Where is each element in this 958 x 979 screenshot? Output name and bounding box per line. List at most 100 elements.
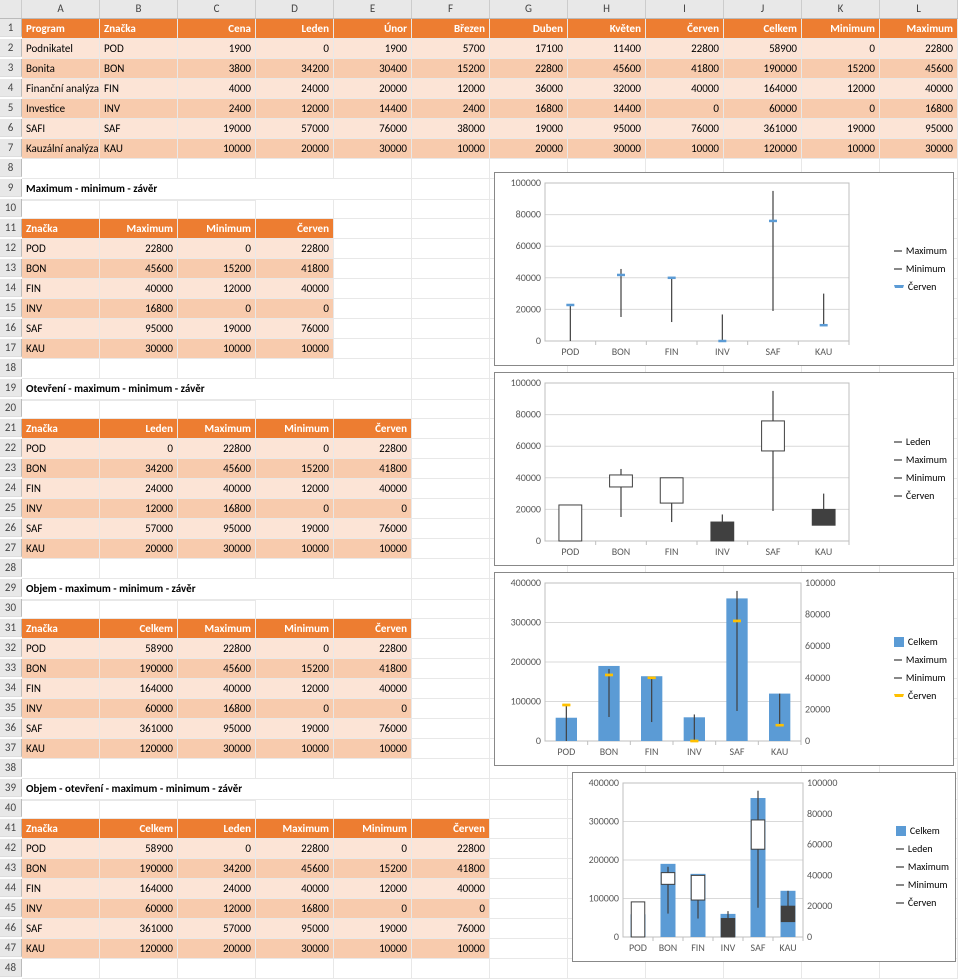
row-header-24[interactable]: 24 bbox=[0, 479, 22, 497]
cell-F28[interactable] bbox=[412, 559, 490, 579]
cell-A38[interactable] bbox=[22, 759, 100, 779]
cell-D31[interactable]: Minimum bbox=[256, 619, 334, 639]
cell-F40[interactable] bbox=[412, 799, 490, 819]
cell-B31[interactable]: Celkem bbox=[100, 619, 178, 639]
cell-D11[interactable]: Červen bbox=[256, 219, 334, 239]
row-header-5[interactable]: 5 bbox=[0, 99, 22, 117]
cell-C31[interactable]: Maximum bbox=[178, 619, 256, 639]
cell-A33[interactable]: BON bbox=[22, 659, 100, 679]
cell-E25[interactable]: 0 bbox=[334, 499, 412, 519]
cell-D27[interactable]: 10000 bbox=[256, 539, 334, 559]
cell-K3[interactable]: 15200 bbox=[802, 59, 880, 79]
cell-C38[interactable] bbox=[178, 759, 256, 779]
cell-A1[interactable]: Program bbox=[22, 19, 100, 39]
cell-D28[interactable] bbox=[256, 559, 334, 579]
cell-F42[interactable]: 22800 bbox=[412, 839, 490, 859]
cell-F36[interactable] bbox=[412, 719, 490, 739]
row-header-10[interactable]: 10 bbox=[0, 199, 22, 217]
cell-E14[interactable] bbox=[334, 279, 412, 299]
cell-F8[interactable] bbox=[412, 159, 490, 179]
cell-C14[interactable]: 12000 bbox=[178, 279, 256, 299]
cell-F32[interactable] bbox=[412, 639, 490, 659]
cell-F24[interactable] bbox=[412, 479, 490, 499]
row-header-32[interactable]: 32 bbox=[0, 639, 22, 657]
cell-D10[interactable] bbox=[256, 199, 334, 219]
cell-B47[interactable]: 120000 bbox=[100, 939, 178, 959]
cell-I7[interactable]: 10000 bbox=[646, 139, 724, 159]
cell-D48[interactable] bbox=[256, 959, 334, 979]
cell-K5[interactable]: 0 bbox=[802, 99, 880, 119]
row-header-33[interactable]: 33 bbox=[0, 659, 22, 677]
cell-B7[interactable]: KAU bbox=[100, 139, 178, 159]
cell-B8[interactable] bbox=[100, 159, 178, 179]
cell-B10[interactable] bbox=[100, 199, 178, 219]
cell-E16[interactable] bbox=[334, 319, 412, 339]
cell-A40[interactable] bbox=[22, 799, 100, 819]
row-header-27[interactable]: 27 bbox=[0, 539, 22, 557]
cell-E7[interactable]: 30000 bbox=[334, 139, 412, 159]
row-header-47[interactable]: 47 bbox=[0, 939, 22, 957]
col-header-G[interactable]: G bbox=[490, 0, 568, 18]
cell-C48[interactable] bbox=[178, 959, 256, 979]
row-header-26[interactable]: 26 bbox=[0, 519, 22, 537]
col-header-J[interactable]: J bbox=[724, 0, 802, 18]
cell-A19[interactable]: Otevření - maximum - minimum - závěr bbox=[22, 379, 412, 400]
cell-E18[interactable] bbox=[334, 359, 412, 379]
row-header-3[interactable]: 3 bbox=[0, 59, 22, 77]
cell-F48[interactable] bbox=[412, 959, 490, 979]
cell-G48[interactable] bbox=[490, 959, 568, 979]
cell-B4[interactable]: FIN bbox=[100, 79, 178, 99]
cell-D37[interactable]: 10000 bbox=[256, 739, 334, 759]
cell-E31[interactable]: Červen bbox=[334, 619, 412, 639]
cell-E1[interactable]: Únor bbox=[334, 19, 412, 39]
cell-E17[interactable] bbox=[334, 339, 412, 359]
row-header-44[interactable]: 44 bbox=[0, 879, 22, 897]
cell-C47[interactable]: 20000 bbox=[178, 939, 256, 959]
cell-D7[interactable]: 20000 bbox=[256, 139, 334, 159]
cell-A9[interactable]: Maximum - minimum - závěr bbox=[22, 179, 412, 200]
cell-B27[interactable]: 20000 bbox=[100, 539, 178, 559]
cell-D38[interactable] bbox=[256, 759, 334, 779]
cell-E3[interactable]: 30400 bbox=[334, 59, 412, 79]
cell-B28[interactable] bbox=[100, 559, 178, 579]
cell-D2[interactable]: 0 bbox=[256, 39, 334, 59]
cell-E40[interactable] bbox=[334, 799, 412, 819]
cell-A3[interactable]: Bonita bbox=[22, 59, 100, 79]
cell-E28[interactable] bbox=[334, 559, 412, 579]
cell-B18[interactable] bbox=[100, 359, 178, 379]
cell-A25[interactable]: INV bbox=[22, 499, 100, 519]
cell-A29[interactable]: Objem - maximum - minimum - závěr bbox=[22, 579, 412, 600]
cell-E42[interactable]: 0 bbox=[334, 839, 412, 859]
cell-D6[interactable]: 57000 bbox=[256, 119, 334, 139]
cell-L3[interactable]: 45600 bbox=[880, 59, 958, 79]
cell-F38[interactable] bbox=[412, 759, 490, 779]
cell-A43[interactable]: BON bbox=[22, 859, 100, 879]
row-header-48[interactable]: 48 bbox=[0, 959, 22, 977]
row-header-19[interactable]: 19 bbox=[0, 379, 22, 397]
cell-B38[interactable] bbox=[100, 759, 178, 779]
cell-D42[interactable]: 22800 bbox=[256, 839, 334, 859]
cell-C16[interactable]: 19000 bbox=[178, 319, 256, 339]
cell-B32[interactable]: 58900 bbox=[100, 639, 178, 659]
cell-K2[interactable]: 0 bbox=[802, 39, 880, 59]
cell-I5[interactable]: 0 bbox=[646, 99, 724, 119]
cell-A27[interactable]: KAU bbox=[22, 539, 100, 559]
row-header-11[interactable]: 11 bbox=[0, 219, 22, 237]
cell-F17[interactable] bbox=[412, 339, 490, 359]
cell-F34[interactable] bbox=[412, 679, 490, 699]
cell-G7[interactable]: 20000 bbox=[490, 139, 568, 159]
cell-C42[interactable]: 0 bbox=[178, 839, 256, 859]
row-header-22[interactable]: 22 bbox=[0, 439, 22, 457]
row-header-23[interactable]: 23 bbox=[0, 459, 22, 477]
cell-A15[interactable]: INV bbox=[22, 299, 100, 319]
cell-D34[interactable]: 12000 bbox=[256, 679, 334, 699]
cell-D16[interactable]: 76000 bbox=[256, 319, 334, 339]
row-header-9[interactable]: 9 bbox=[0, 179, 22, 197]
cell-F44[interactable]: 40000 bbox=[412, 879, 490, 899]
cell-B23[interactable]: 34200 bbox=[100, 459, 178, 479]
cell-B25[interactable]: 12000 bbox=[100, 499, 178, 519]
cell-C36[interactable]: 95000 bbox=[178, 719, 256, 739]
cell-D3[interactable]: 34200 bbox=[256, 59, 334, 79]
row-header-15[interactable]: 15 bbox=[0, 299, 22, 317]
cell-D13[interactable]: 41800 bbox=[256, 259, 334, 279]
